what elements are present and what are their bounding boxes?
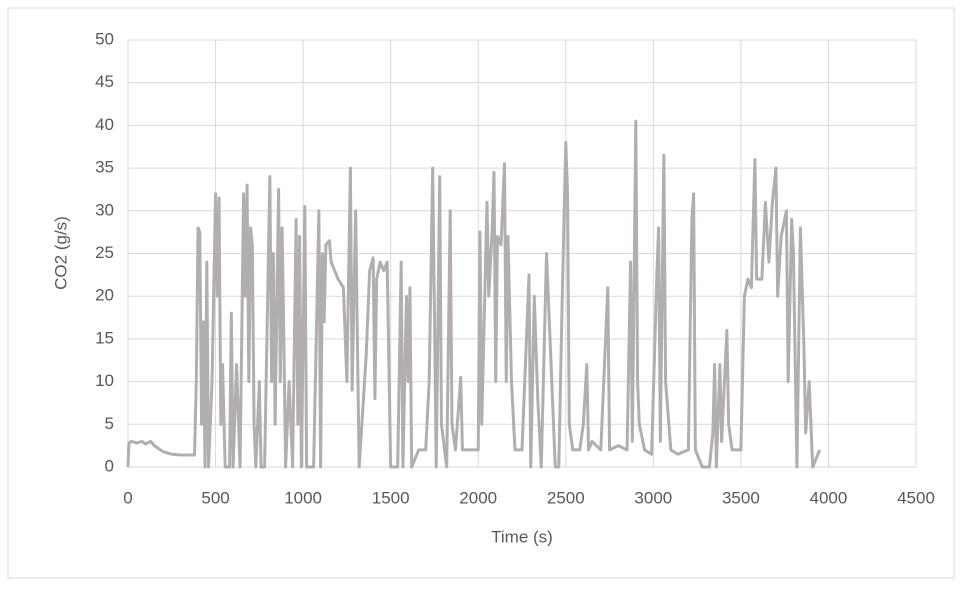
y-tick-label: 0 — [105, 456, 114, 475]
x-tick-label: 3500 — [722, 488, 760, 507]
y-tick-label: 10 — [95, 371, 114, 390]
y-tick-label: 15 — [95, 328, 114, 347]
x-tick-label: 3000 — [634, 488, 672, 507]
x-tick-label: 2000 — [459, 488, 497, 507]
y-tick-label: 20 — [95, 286, 114, 305]
x-tick-label: 4000 — [810, 488, 848, 507]
x-tick-label: 4500 — [897, 488, 935, 507]
y-tick-label: 50 — [95, 29, 114, 48]
y-axis-title: CO2 (g/s) — [51, 216, 70, 290]
x-tick-label: 500 — [201, 488, 229, 507]
y-tick-label: 40 — [95, 115, 114, 134]
x-tick-label: 1000 — [284, 488, 322, 507]
x-tick-label: 0 — [123, 488, 132, 507]
y-tick-label: 30 — [95, 200, 114, 219]
data-line — [126, 119, 822, 469]
x-axis-title: Time (s) — [491, 527, 553, 546]
y-tick-label: 5 — [105, 414, 114, 433]
x-tick-label: 1500 — [372, 488, 410, 507]
y-tick-label: 45 — [95, 72, 114, 91]
y-tick-label: 25 — [95, 243, 114, 262]
x-tick-label: 2500 — [547, 488, 585, 507]
y-tick-label: 35 — [95, 158, 114, 177]
